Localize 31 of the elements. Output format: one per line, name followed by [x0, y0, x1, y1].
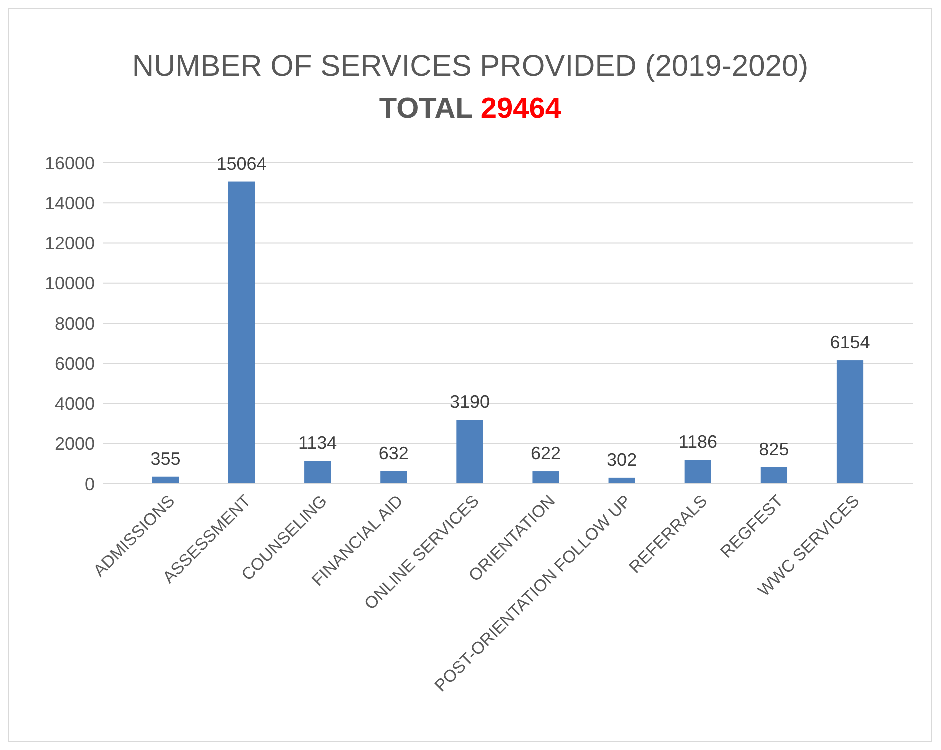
bar — [456, 420, 484, 484]
bar — [532, 472, 560, 484]
y-tick-label: 2000 — [54, 434, 95, 454]
data-label: 302 — [607, 450, 638, 470]
y-tick-label: 0 — [84, 474, 95, 494]
bar — [380, 471, 408, 484]
data-label: 355 — [150, 448, 181, 469]
data-label: 1186 — [678, 432, 718, 452]
y-tick-label: 8000 — [54, 314, 95, 334]
bar — [228, 182, 256, 484]
y-tick-label: 4000 — [54, 394, 95, 414]
y-tick-label: 10000 — [44, 274, 95, 294]
data-label: 622 — [531, 444, 562, 464]
y-tick-label: 14000 — [44, 193, 95, 214]
bar — [684, 460, 712, 484]
bar — [152, 476, 180, 484]
chart-subtitle: TOTAL 29464 — [379, 93, 562, 125]
y-tick-label: 16000 — [44, 153, 95, 174]
bar — [608, 478, 636, 484]
data-label: 3190 — [450, 392, 490, 412]
data-label: 632 — [378, 443, 409, 464]
data-label: 6154 — [830, 332, 870, 353]
chart-title: NUMBER OF SERVICES PROVIDED (2019-2020) — [132, 50, 809, 83]
data-label: 15064 — [216, 154, 267, 174]
bar — [836, 360, 864, 484]
data-label: 1134 — [298, 433, 338, 454]
bar — [760, 467, 788, 484]
bar — [304, 461, 332, 484]
y-tick-label: 6000 — [54, 354, 95, 374]
y-tick-label: 12000 — [44, 234, 95, 254]
data-label: 825 — [759, 439, 790, 460]
